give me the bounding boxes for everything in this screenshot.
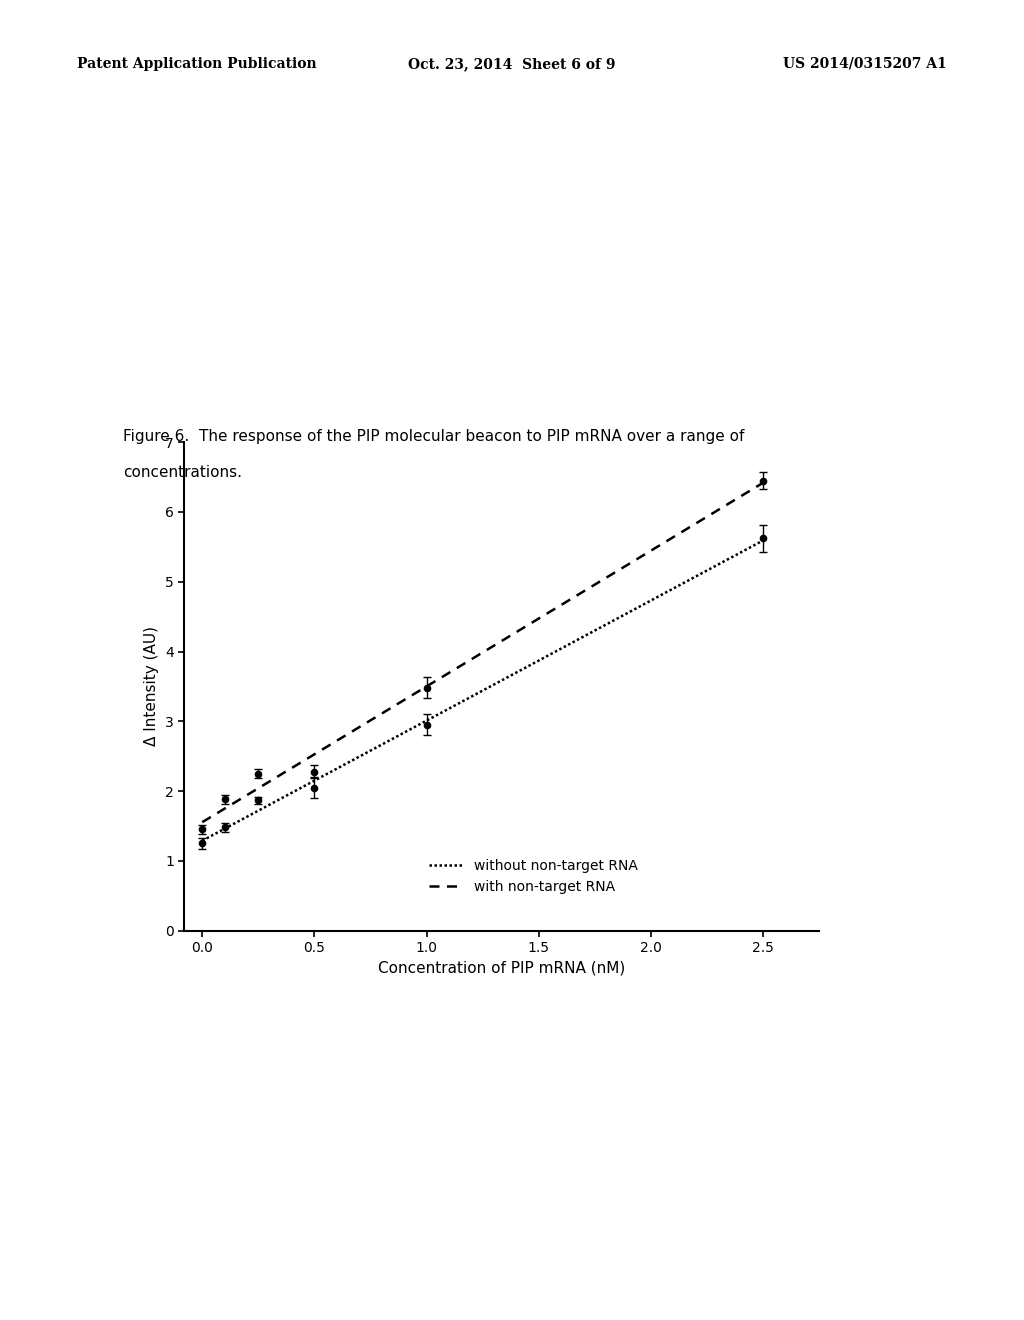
Text: Figure 6.  The response of the PIP molecular beacon to PIP mRNA over a range of: Figure 6. The response of the PIP molecu… xyxy=(123,429,744,444)
Legend: without non-target RNA, with non-target RNA: without non-target RNA, with non-target … xyxy=(423,853,644,899)
Text: Oct. 23, 2014  Sheet 6 of 9: Oct. 23, 2014 Sheet 6 of 9 xyxy=(409,57,615,71)
Text: US 2014/0315207 A1: US 2014/0315207 A1 xyxy=(783,57,947,71)
Text: Patent Application Publication: Patent Application Publication xyxy=(77,57,316,71)
Text: concentrations.: concentrations. xyxy=(123,465,242,479)
Y-axis label: Δ Intensity (AU): Δ Intensity (AU) xyxy=(144,627,160,746)
X-axis label: Concentration of PIP mRNA (nM): Concentration of PIP mRNA (nM) xyxy=(378,961,626,975)
